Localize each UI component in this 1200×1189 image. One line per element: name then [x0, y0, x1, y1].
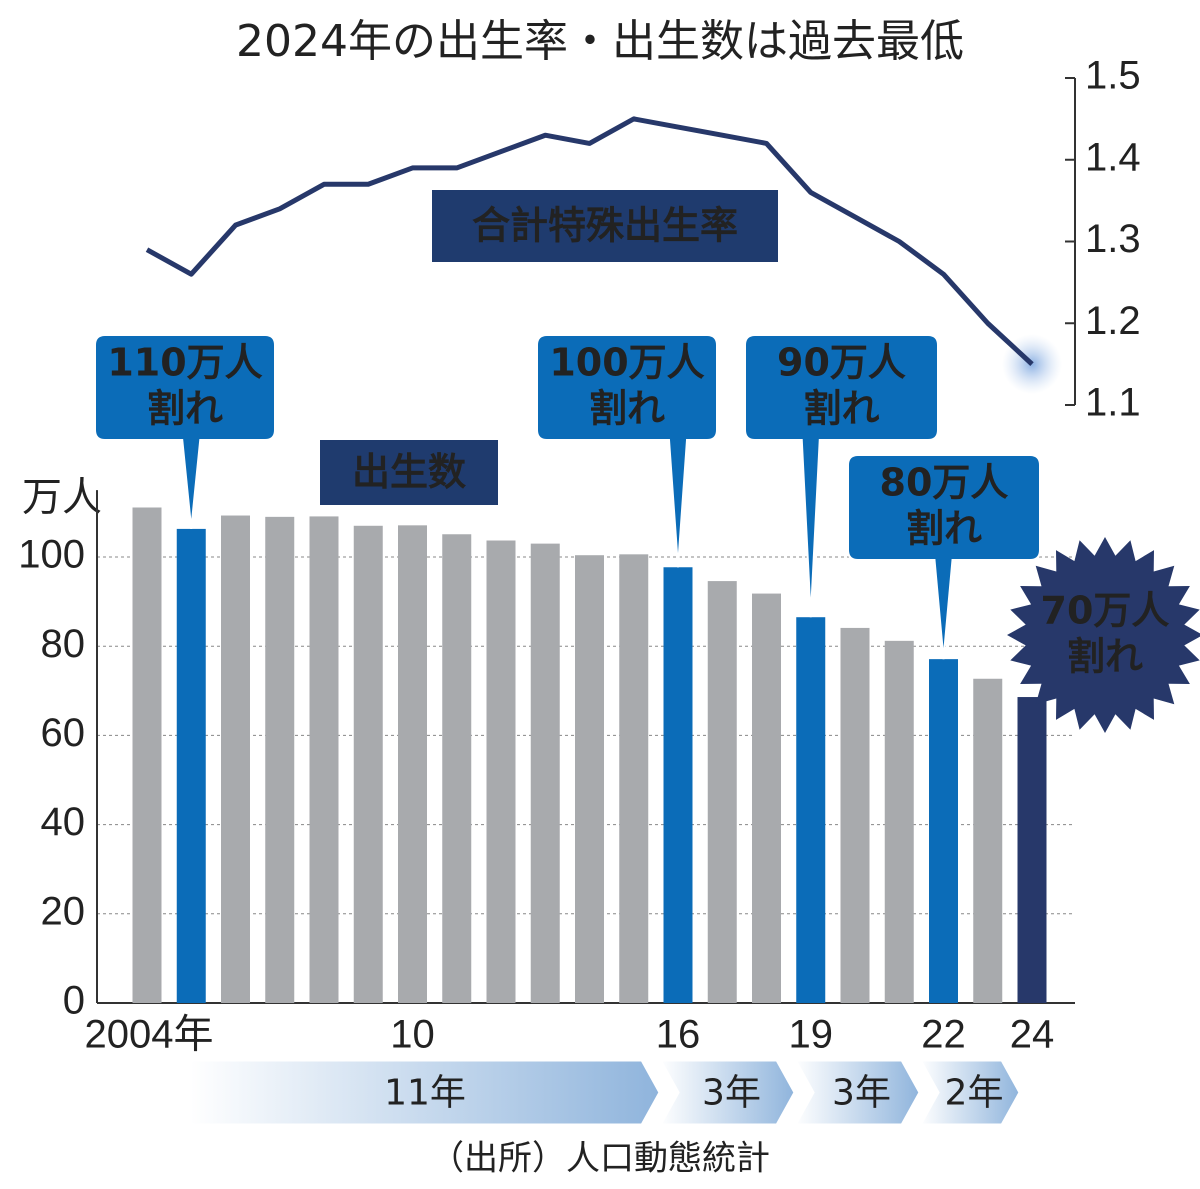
bar: [929, 659, 958, 1003]
callout-text: 80万人: [880, 461, 1009, 505]
x-tick-label: 16: [656, 1013, 701, 1057]
interval-label: 2年: [945, 1073, 1004, 1114]
callout-text: 90万人: [777, 341, 906, 385]
bar: [575, 555, 604, 1003]
interval-label: 3年: [702, 1073, 761, 1114]
x-tick-label: 10: [390, 1013, 435, 1057]
bar: [309, 516, 339, 1003]
series-label: 出生数: [352, 450, 466, 494]
bar: [265, 516, 295, 1003]
interval-arrow: [792, 1058, 922, 1127]
x-tick-label: 22: [921, 1013, 966, 1057]
y-tick-label: 100: [18, 533, 85, 577]
y2-tick-label: 1.1: [1085, 381, 1141, 425]
bar: [176, 528, 206, 1003]
bar: [398, 525, 427, 1003]
bar: [884, 640, 914, 1003]
callout-text: 割れ: [1067, 635, 1143, 679]
series-label-box: [432, 190, 778, 262]
y-tick-label: 20: [41, 889, 86, 933]
callout-text: 割れ: [906, 507, 982, 551]
series-label: 合計特殊出生率: [472, 204, 738, 248]
callout-box: [94, 334, 276, 530]
y2-tick-label: 1.5: [1085, 54, 1141, 98]
series-label-box: [320, 440, 498, 505]
chart-title: 2024年の出生率・出生数は過去最低: [236, 16, 964, 67]
y-tick-label: 0: [63, 979, 85, 1023]
y-tick-label: 60: [41, 711, 86, 755]
bar: [1017, 697, 1047, 1003]
interval-label: 3年: [832, 1073, 891, 1114]
y2-tick-label: 1.3: [1085, 217, 1141, 261]
y2-tick-label: 1.2: [1085, 299, 1141, 343]
bar: [619, 554, 649, 1003]
bar: [840, 627, 870, 1003]
y-unit: 万人: [22, 476, 102, 520]
y-tick-label: 40: [41, 800, 86, 844]
bar: [530, 543, 560, 1003]
interval-arrow: [188, 1058, 662, 1127]
bar: [132, 507, 162, 1003]
x-tick-label: 2004年: [85, 1013, 214, 1057]
bar: [796, 617, 826, 1003]
bar: [221, 515, 250, 1003]
interval-label: 11年: [384, 1073, 466, 1114]
y-tick-label: 80: [41, 622, 86, 666]
callout-box: [744, 334, 939, 618]
callout-box: [536, 334, 718, 568]
bar: [353, 525, 383, 1003]
bar: [973, 678, 1003, 1003]
line: [145, 116, 1034, 366]
starburst: [1007, 537, 1200, 733]
bar: [707, 581, 737, 1003]
callout-text: 割れ: [147, 387, 223, 431]
callout-text: 70万人: [1041, 589, 1170, 633]
bar: [486, 540, 516, 1003]
bar: [663, 567, 693, 1003]
x-tick-label: 19: [789, 1013, 834, 1057]
callout-box: [847, 454, 1041, 660]
interval-arrow: [657, 1058, 797, 1127]
bar: [752, 593, 781, 1003]
y2-tick-label: 1.4: [1085, 135, 1141, 179]
interval-arrow: [917, 1058, 1022, 1127]
bar: [442, 534, 472, 1003]
source: （出所）人口動態統計: [430, 1139, 770, 1179]
callout-text: 割れ: [589, 387, 665, 431]
callout-text: 割れ: [803, 387, 879, 431]
callout-text: 110万人: [107, 341, 262, 385]
callout-text: 100万人: [549, 341, 704, 385]
x-tick-label: 24: [1010, 1013, 1055, 1057]
